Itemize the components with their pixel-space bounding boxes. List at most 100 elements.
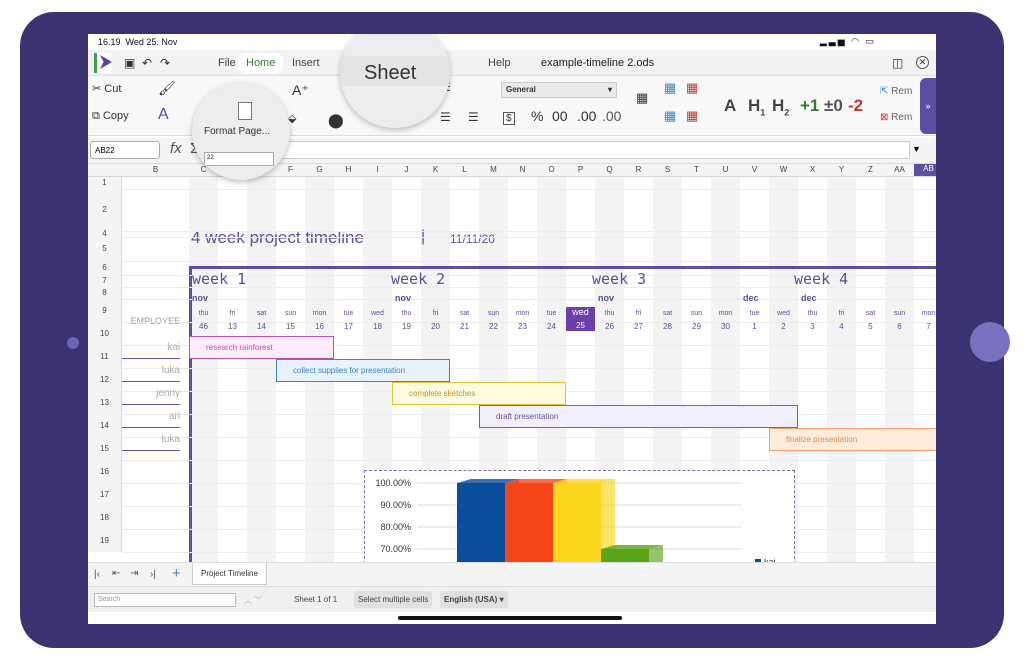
first-sheet-icon[interactable]: |‹ xyxy=(94,569,100,580)
clone-formatting-icon[interactable]: 🖌 xyxy=(158,80,176,96)
insert-rows-icon[interactable]: ▦ xyxy=(664,80,677,95)
copy-button[interactable]: ⧉ Copy xyxy=(92,110,129,122)
col-header-f[interactable]: F xyxy=(288,165,293,174)
row-header-16[interactable]: 16 xyxy=(88,460,122,483)
col-header-p[interactable]: P xyxy=(577,165,584,174)
bad-icon[interactable]: -2 xyxy=(848,96,864,115)
function-wizard-icon[interactable]: fx xyxy=(170,140,182,157)
sidebar-toggle-icon[interactable]: ◫ xyxy=(892,56,904,70)
row-header-2[interactable]: 2 xyxy=(88,189,122,231)
remove-icon-1[interactable]: ⇱ Rem xyxy=(880,86,913,97)
col-header-b[interactable]: B xyxy=(152,165,159,174)
selection-mode[interactable]: Select multiple cells xyxy=(354,591,433,608)
row-header-4[interactable]: 4 xyxy=(88,230,122,238)
conditional-icon[interactable]: ▦ xyxy=(636,90,649,105)
row-header-14[interactable]: 14 xyxy=(88,414,122,437)
col-header-i[interactable]: I xyxy=(376,165,379,174)
progress-chart[interactable]: 100.00%90.00%80.00%70.00%60.00%50.00%kai… xyxy=(364,470,795,569)
delete-cols-icon[interactable]: ▦ xyxy=(686,108,699,123)
delete-rows-icon[interactable]: ▦ xyxy=(686,80,699,95)
row-header-13[interactable]: 13 xyxy=(88,391,122,414)
menu-file[interactable]: File xyxy=(218,57,236,69)
row-header-8[interactable]: 8 xyxy=(88,287,122,299)
menu-help[interactable]: Help xyxy=(488,57,511,69)
cut-button[interactable]: ✂ Cut xyxy=(92,83,122,95)
row-header-12[interactable]: 12 xyxy=(88,368,122,391)
col-header-w[interactable]: W xyxy=(779,165,788,174)
formula-input[interactable] xyxy=(206,141,910,159)
row-header-18[interactable]: 18 xyxy=(88,506,122,529)
undo-icon[interactable]: ↶ xyxy=(142,56,153,70)
task-bar[interactable]: finalize presentation xyxy=(769,428,936,451)
number-format-select[interactable]: General ▾ xyxy=(501,82,617,98)
row-header-6[interactable]: 6 xyxy=(88,261,122,275)
close-icon[interactable]: ✕ xyxy=(916,56,929,69)
tab-project-timeline[interactable]: Project Timeline xyxy=(192,563,267,585)
fill-color-icon[interactable]: ⬙ xyxy=(288,113,297,125)
expand-formula-icon[interactable]: ▼ xyxy=(912,144,921,154)
chart-bar-jenny[interactable] xyxy=(553,483,601,569)
row-header-9[interactable]: 9 xyxy=(88,299,122,322)
save-icon[interactable]: ▣ xyxy=(124,56,136,70)
col-header-z[interactable]: Z xyxy=(868,165,873,174)
task-bar[interactable]: collect supplies for presentation xyxy=(276,359,450,382)
col-header-l[interactable]: L xyxy=(462,165,467,174)
home-button[interactable] xyxy=(970,322,1010,362)
cell-name-box[interactable]: AB22 xyxy=(90,141,160,159)
app-logo[interactable] xyxy=(94,53,112,73)
col-header-k[interactable]: K xyxy=(432,165,439,174)
prev-sheet-icon[interactable]: ⇤ xyxy=(112,568,121,579)
status-search-input[interactable]: Search xyxy=(94,593,236,607)
task-bar[interactable]: complete sketches xyxy=(392,382,566,405)
col-header-n[interactable]: N xyxy=(519,165,526,174)
search-prev-next-icon[interactable]: ︿ ﹀ xyxy=(244,596,263,605)
next-sheet-icon[interactable]: ⇥ xyxy=(130,568,139,579)
language-select[interactable]: English (USA) ▾ xyxy=(440,591,508,608)
sheet-menu[interactable]: Sheet xyxy=(364,62,417,84)
add-decimal-icon[interactable]: .00 xyxy=(577,108,597,124)
currency-icon[interactable]: $ xyxy=(503,112,515,125)
task-bar[interactable]: research rainforest xyxy=(189,336,334,359)
row-header-7[interactable]: 7 xyxy=(88,275,122,287)
col-header-j[interactable]: J xyxy=(404,165,409,174)
redo-icon[interactable]: ↷ xyxy=(160,56,171,70)
align-icon[interactable]: ☰ xyxy=(440,110,451,124)
col-header-aa[interactable]: AA xyxy=(894,165,905,174)
col-header-y[interactable]: Y xyxy=(838,165,845,174)
col-header-m[interactable]: M xyxy=(490,165,497,174)
chart-bar-luka[interactable] xyxy=(505,483,553,569)
wrap-icon[interactable]: ☰ xyxy=(468,110,479,124)
good-icon[interactable]: +1 xyxy=(800,96,820,115)
menu-insert[interactable]: Insert xyxy=(292,57,320,69)
neutral-icon[interactable]: ±0 xyxy=(824,96,843,115)
delete-decimal-icon[interactable]: .00 xyxy=(602,108,622,124)
col-header-g[interactable]: G xyxy=(316,165,323,174)
menu-home[interactable]: Home xyxy=(238,53,284,73)
col-header-ab[interactable]: AB xyxy=(914,164,936,176)
heading2-icon[interactable]: H2 xyxy=(772,96,790,118)
grow-font-icon[interactable]: A⁺ xyxy=(292,82,309,98)
col-header-c[interactable]: C xyxy=(200,165,207,174)
col-header-v[interactable]: V xyxy=(751,165,758,174)
number-format-icon[interactable]: 00 xyxy=(552,108,568,124)
col-header-s[interactable]: S xyxy=(664,165,671,174)
row-header-17[interactable]: 17 xyxy=(88,483,122,506)
col-header-u[interactable]: U xyxy=(722,165,729,174)
font-color-icon[interactable]: A xyxy=(158,106,169,123)
task-bar[interactable]: draft presentation xyxy=(479,405,798,428)
row-header-19[interactable]: 19 xyxy=(88,529,122,552)
row-header-11[interactable]: 11 xyxy=(88,345,122,368)
row-header-15[interactable]: 15 xyxy=(88,437,122,460)
row-header-1[interactable]: 1 xyxy=(88,177,122,189)
col-header-q[interactable]: Q xyxy=(606,165,613,174)
percent-icon[interactable]: % xyxy=(531,108,544,124)
expand-ribbon-icon[interactable]: » xyxy=(920,78,936,134)
borders-icon[interactable]: ⬤ xyxy=(328,112,344,128)
style-default-icon[interactable]: A xyxy=(724,96,737,115)
col-header-x[interactable]: X xyxy=(809,165,816,174)
col-header-h[interactable]: H xyxy=(345,165,352,174)
format-page-button[interactable]: Format Page... xyxy=(204,126,271,137)
row-header-5[interactable]: 5 xyxy=(88,237,122,261)
chart-bar-kai[interactable] xyxy=(457,483,505,569)
add-sheet-icon[interactable]: + xyxy=(172,565,181,582)
